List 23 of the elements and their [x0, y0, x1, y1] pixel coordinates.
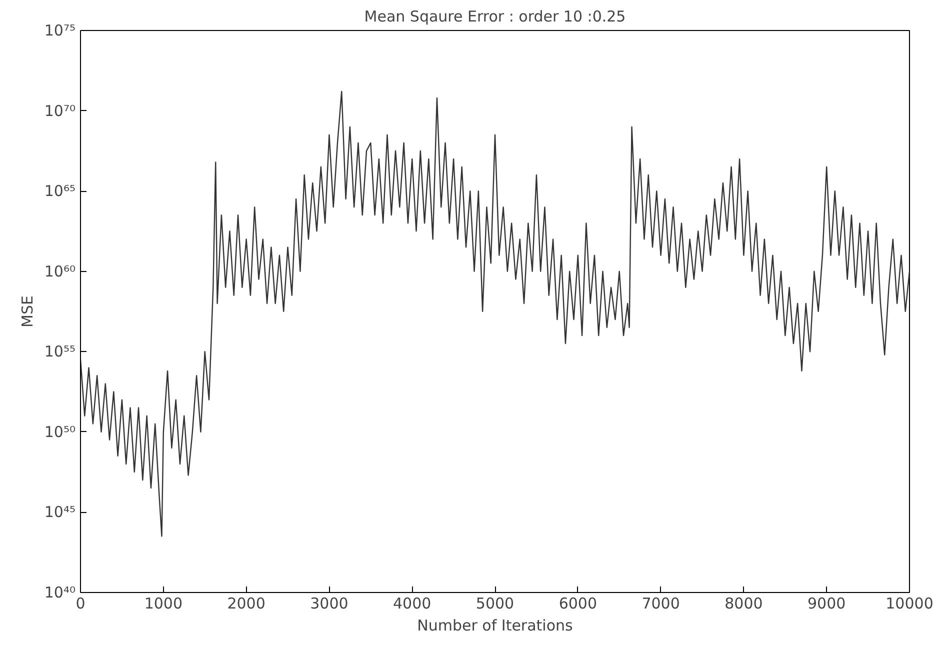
y-tick-label: 10⁷⁵ [44, 22, 76, 40]
x-tick-label: 8000 [724, 594, 763, 612]
y-tick-label: 10⁵⁵ [44, 342, 76, 361]
y-tick-label: 10⁵⁰ [44, 422, 76, 441]
x-tick-label: 9000 [808, 594, 846, 612]
x-tick-label: 1000 [144, 594, 182, 612]
y-tick-label: 10⁶⁰ [44, 262, 76, 280]
x-tick-label: 10000 [886, 594, 934, 612]
x-tick-label: 5000 [476, 594, 514, 612]
x-tick-label: 7000 [642, 594, 680, 612]
y-tick-label: 10⁴⁰ [44, 584, 76, 602]
chart-title: Mean Sqaure Error : order 10 :0.25 [364, 8, 626, 26]
y-tick-label: 10⁴⁵ [44, 503, 76, 522]
x-tick-label: 6000 [558, 594, 597, 612]
x-tick-label: 4000 [393, 594, 432, 612]
x-axis-title: Number of Iterations [417, 616, 574, 634]
x-tick-label: 3000 [310, 594, 348, 612]
x-tick-label: 0 [76, 594, 86, 612]
y-tick-label: 10⁶⁵ [44, 182, 76, 200]
x-tick-label: 2000 [227, 594, 266, 612]
y-tick-label: 10⁷⁰ [44, 102, 76, 120]
line-series [80, 90, 910, 537]
y-axis-title: MSE [18, 296, 36, 328]
